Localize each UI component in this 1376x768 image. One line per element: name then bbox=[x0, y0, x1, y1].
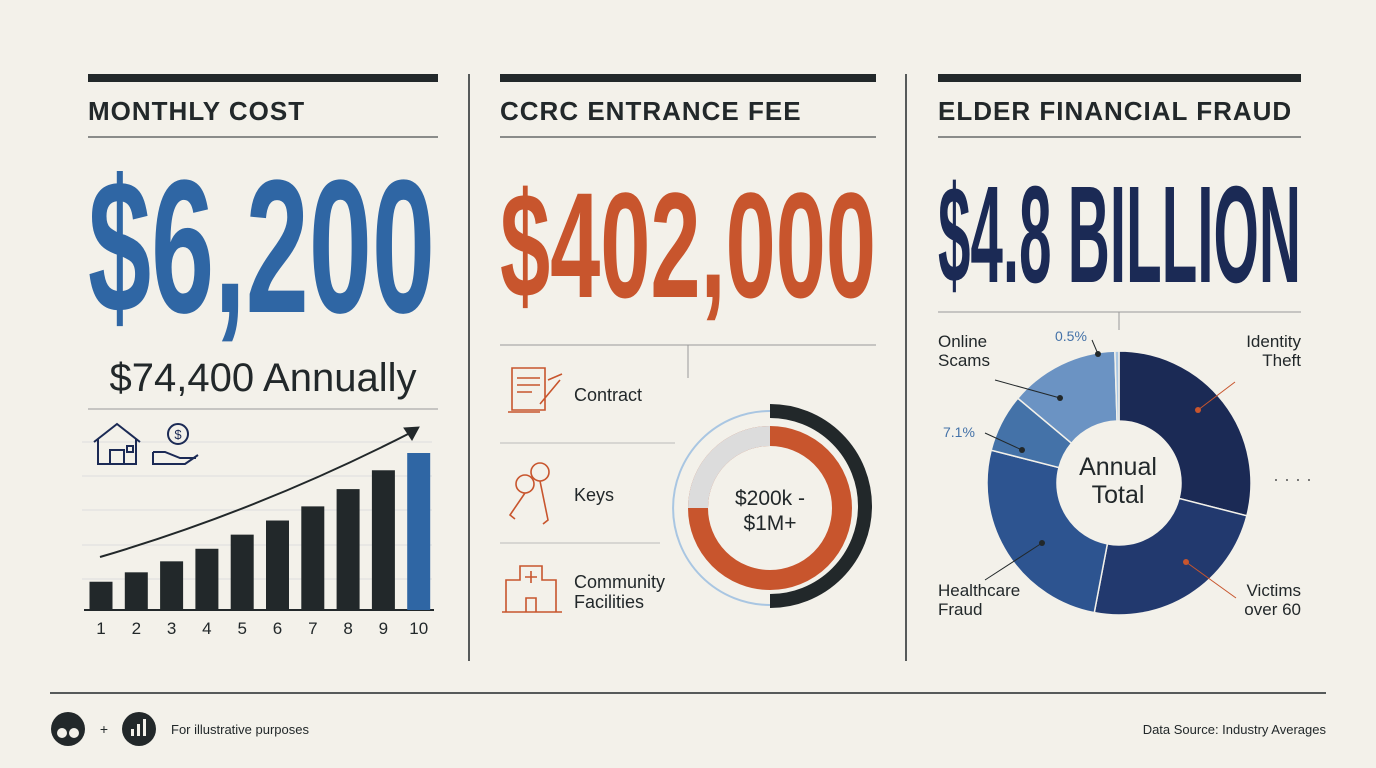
layout bbox=[50, 74, 1326, 694]
leader-line bbox=[1185, 561, 1237, 599]
leader-dot bbox=[1095, 351, 1101, 357]
footer-note: For illustrative purposes bbox=[171, 722, 309, 737]
facility-icon bbox=[502, 565, 562, 613]
slice-value-label: 7.1% bbox=[943, 424, 975, 440]
item-label: Keys bbox=[574, 485, 614, 505]
pie-slice bbox=[986, 449, 1109, 614]
money-hand-icon bbox=[152, 423, 199, 465]
bar bbox=[301, 506, 325, 610]
leader-line bbox=[1197, 381, 1236, 411]
x-tick-label: 3 bbox=[167, 619, 176, 638]
bar bbox=[407, 453, 431, 610]
more-label: · · · · bbox=[1273, 469, 1312, 489]
leader-dot bbox=[1183, 559, 1189, 565]
x-tick-label: 7 bbox=[308, 619, 317, 638]
ring-label: $200k -$1M+ bbox=[735, 487, 805, 535]
slice-value-label: 0.5% bbox=[1055, 328, 1087, 344]
pie-slice bbox=[1093, 497, 1248, 616]
keys-icon bbox=[508, 462, 550, 525]
leader-dot bbox=[1019, 447, 1025, 453]
panel-title: CCRC ENTRANCE FEE bbox=[500, 96, 802, 126]
panel-title: MONTHLY COST bbox=[88, 96, 305, 126]
bar bbox=[371, 470, 395, 610]
leader-line bbox=[984, 542, 1043, 581]
headline: $6,200 bbox=[88, 141, 435, 353]
bar bbox=[124, 572, 148, 610]
subtitle: $74,400 Annually bbox=[110, 356, 417, 400]
bar bbox=[160, 561, 184, 610]
slice-label: Healthcare Fraud bbox=[938, 581, 1020, 619]
pie-slice bbox=[1114, 350, 1120, 422]
contract-icon bbox=[508, 367, 563, 413]
bar bbox=[89, 581, 113, 610]
svg-text:+: + bbox=[100, 721, 108, 737]
x-tick-label: 9 bbox=[379, 619, 388, 638]
headline: $402,000 bbox=[500, 161, 876, 329]
x-tick-label: 5 bbox=[237, 619, 246, 638]
slice-label: Identity Theft bbox=[1246, 332, 1301, 370]
house-icon bbox=[93, 422, 141, 465]
pie-slice bbox=[1118, 350, 1252, 517]
slice-label: Victims over 60 bbox=[1244, 581, 1301, 619]
panel-title: ELDER FINANCIAL FRAUD bbox=[938, 96, 1292, 126]
ring-decoration bbox=[672, 404, 872, 608]
x-tick-label: 4 bbox=[202, 619, 211, 638]
bar bbox=[230, 534, 254, 610]
leader-line bbox=[984, 432, 1023, 451]
x-tick-label: 1 bbox=[96, 619, 105, 638]
leader-dot bbox=[1057, 395, 1063, 401]
x-tick-label: 8 bbox=[343, 619, 352, 638]
x-tick-label: 6 bbox=[273, 619, 282, 638]
headline: $4.8 BILLION bbox=[938, 158, 1301, 312]
leader-dot bbox=[1195, 407, 1201, 413]
dollar-glyph: $ bbox=[174, 427, 182, 442]
footer-icons: + bbox=[51, 712, 156, 746]
item-label: Contract bbox=[574, 385, 642, 405]
bar bbox=[266, 520, 289, 610]
center-label: Annual Total bbox=[1079, 453, 1157, 509]
bar bbox=[195, 548, 219, 610]
bar bbox=[336, 489, 360, 610]
footer-source: Data Source: Industry Averages bbox=[1143, 722, 1327, 737]
x-tick-label: 2 bbox=[132, 619, 141, 638]
item-label: Community Facilities bbox=[574, 572, 665, 612]
leader-dot bbox=[1039, 540, 1045, 546]
slice-label: Online Scams bbox=[938, 332, 990, 370]
leader-line bbox=[994, 379, 1061, 399]
x-tick-label: 10 bbox=[409, 619, 428, 638]
